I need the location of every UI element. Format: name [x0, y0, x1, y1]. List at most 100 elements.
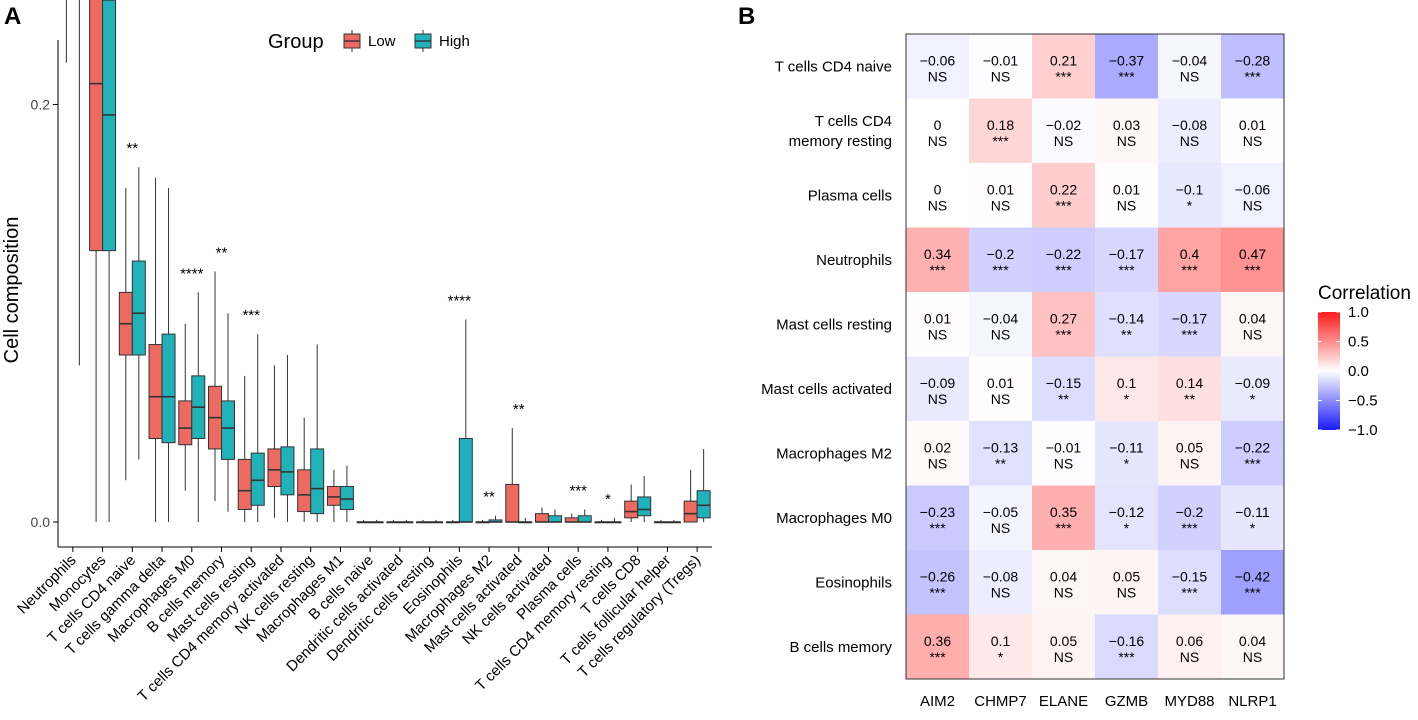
box-low	[624, 484, 639, 522]
cell-value: 0.01	[1239, 117, 1266, 133]
heatmap-cell	[906, 163, 970, 228]
cell-significance: ***	[1244, 262, 1261, 278]
box-low	[118, 188, 133, 481]
heatmap-cell	[1032, 356, 1096, 422]
cell-value: 0.1	[991, 633, 1011, 649]
cell-significance: NS	[928, 197, 947, 213]
cell-significance: *	[1187, 197, 1193, 213]
box-high	[518, 517, 533, 524]
cell-significance: NS	[1243, 133, 1262, 149]
legend-title: Group	[268, 31, 324, 53]
cell-significance: ***	[1244, 584, 1261, 600]
cell-value: −0.08	[1172, 117, 1208, 133]
box-low	[297, 417, 312, 522]
heatmap-cell	[906, 227, 970, 293]
box-high	[191, 292, 206, 522]
heatmap-cell	[1158, 292, 1222, 357]
heatmap-cell	[1221, 485, 1285, 551]
cell-value: −0.09	[1235, 375, 1271, 391]
cell-significance: ***	[992, 262, 1009, 278]
heatmap-cells	[906, 34, 1285, 680]
cell-significance: NS	[991, 391, 1010, 407]
heatmap-cell	[1158, 356, 1222, 422]
heatmap-cell	[1095, 34, 1159, 99]
box-low	[564, 513, 579, 523]
cell-significance: NS	[991, 520, 1010, 536]
heatmap-cell	[1158, 227, 1222, 293]
colorbar-label: 0.5	[1348, 334, 1369, 351]
colorbar-label: −0.5	[1348, 393, 1378, 410]
box-iqr	[89, 0, 104, 252]
heatmap-labels: −0.06NS−0.01NS0.21***−0.37***−0.04NS−0.2…	[761, 52, 1277, 710]
cell-value: 0	[934, 117, 942, 133]
heatmap-cell	[1095, 550, 1159, 615]
cell-significance: NS	[928, 326, 947, 342]
box-low	[89, 0, 104, 522]
cell-significance: NS	[991, 68, 1010, 84]
heatmap-cell	[906, 34, 970, 99]
cell-value: −0.09	[920, 375, 956, 391]
cell-significance: **	[1058, 391, 1069, 407]
legend-label-low: Low	[368, 33, 396, 50]
cell-significance: NS	[1054, 584, 1073, 600]
row-label: B cells memory	[789, 639, 892, 656]
box-high	[607, 517, 622, 524]
cell-value: 0.04	[1239, 633, 1266, 649]
cell-significance: NS	[991, 197, 1010, 213]
heatmap-cell	[1095, 292, 1159, 357]
row-label: Macrophages M2	[776, 445, 892, 462]
heatmap-cell	[1158, 614, 1222, 680]
cell-significance: ***	[1055, 197, 1072, 213]
cell-value: −0.17	[1109, 246, 1145, 262]
y-axis-title: Cell composition	[1, 217, 23, 364]
cell-value: −0.08	[983, 568, 1019, 584]
colorbar-label: −1.0	[1348, 422, 1378, 439]
cell-significance: ***	[1181, 326, 1198, 342]
box-iqr	[102, 0, 117, 252]
cell-value: 0.4	[1180, 246, 1200, 262]
box-iqr	[505, 483, 520, 523]
row-label: memory resting	[789, 133, 892, 150]
cell-significance: ***	[1055, 326, 1072, 342]
heatmap-cell	[906, 421, 970, 486]
cell-significance: NS	[1117, 584, 1136, 600]
heatmap-cell	[906, 292, 970, 357]
row-label: Macrophages M0	[776, 510, 892, 527]
boxplot-panel: Group Low High Cell composition 0.00.20.…	[1, 0, 712, 705]
column-label: GZMB	[1105, 693, 1148, 710]
box-iqr	[548, 515, 562, 523]
cell-value: −0.28	[1235, 52, 1271, 68]
heatmap-cell	[969, 614, 1033, 680]
heatmap-cell	[969, 550, 1033, 615]
box-high	[339, 465, 354, 522]
box-high	[131, 167, 146, 460]
cell-value: 0.05	[1050, 633, 1077, 649]
cell-significance: NS	[1054, 133, 1073, 149]
heatmap-cell	[1032, 614, 1096, 680]
cell-value: −0.17	[1172, 310, 1208, 326]
row-label: Plasma cells	[808, 187, 892, 204]
cell-significance: NS	[1117, 133, 1136, 149]
cell-significance: NS	[1054, 649, 1073, 665]
cell-value: 0.18	[987, 117, 1014, 133]
box-iqr	[339, 486, 354, 510]
cell-significance: ***	[1118, 262, 1135, 278]
cell-significance: NS	[1180, 68, 1199, 84]
heatmap-cell	[969, 356, 1033, 422]
box-low	[267, 365, 282, 518]
panel-label-a: A	[4, 3, 21, 30]
column-label: NLRP1	[1228, 693, 1276, 710]
heatmap-cell	[969, 421, 1033, 486]
cell-value: 0.05	[1113, 568, 1140, 584]
cell-value: −0.11	[1235, 504, 1270, 520]
heatmap-cell	[1032, 98, 1096, 164]
box-low	[178, 323, 193, 491]
heatmap-cell	[1221, 34, 1285, 99]
cell-value: −0.01	[1046, 439, 1082, 455]
box-iqr	[297, 469, 312, 513]
heatmap-cell	[1221, 163, 1285, 228]
heatmap-frame	[905, 33, 1285, 680]
column-label: MYD88	[1164, 693, 1214, 710]
cell-significance: NS	[1243, 649, 1262, 665]
heatmap-cell	[906, 356, 970, 422]
